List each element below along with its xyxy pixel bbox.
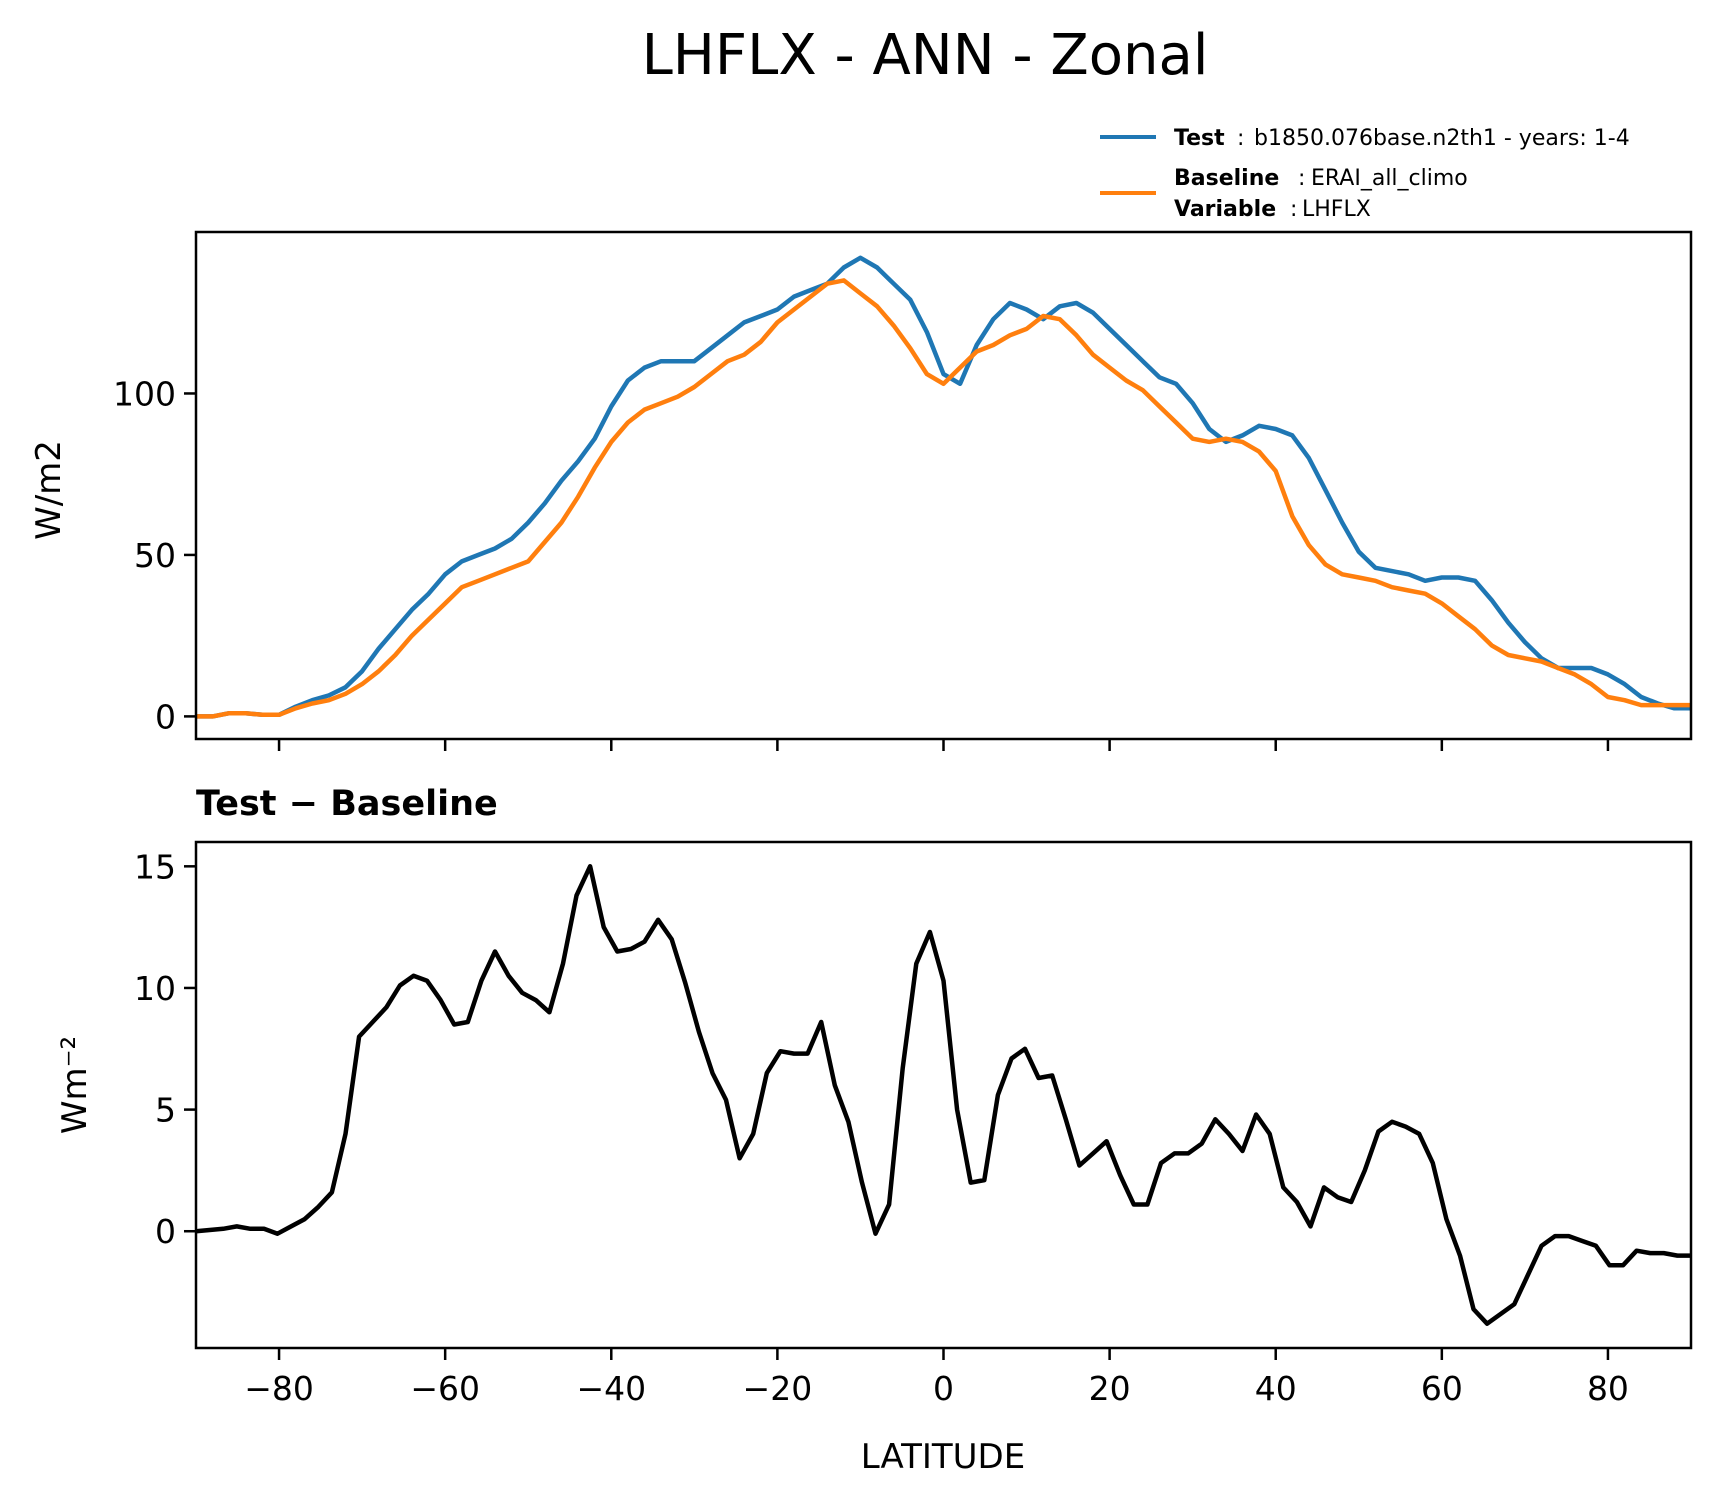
bottom-xtick-label: 60 — [1421, 1369, 1463, 1408]
legend-baseline-value: ERAI_all_climo — [1311, 166, 1468, 191]
top-series-line-test — [196, 255, 1691, 719]
bottom-xtick-label: −60 — [410, 1369, 480, 1408]
bottom-xtick-label: −20 — [743, 1369, 813, 1408]
figure-title: LHFLX - ANN - Zonal — [642, 23, 1209, 88]
top-plot-frame — [194, 230, 1693, 741]
bottom-series-line-diff — [195, 864, 1691, 1326]
legend-baseline-sep: : — [1298, 166, 1305, 191]
bottom-xtick-label: −40 — [576, 1369, 646, 1408]
legend-test-sep: : — [1237, 126, 1244, 151]
top-ylabel: W/m2 — [29, 440, 69, 540]
legend-variable-value: LHFLX — [1302, 197, 1371, 222]
legend: Test : b1850.076base.n2th1 - years: 1-4 … — [1100, 126, 1630, 222]
bottom-plot-frame — [194, 840, 1693, 1350]
bottom-panel-title: Test − Baseline — [196, 784, 498, 824]
bottom-xtick-label: 40 — [1255, 1369, 1297, 1408]
bottom-axis-ticks: −80 −60 −40 −20 0 20 40 60 80 0 5 10 15 — [134, 847, 1629, 1408]
bottom-ytick-label: 0 — [155, 1212, 176, 1251]
top-ytick-label: 50 — [134, 536, 176, 575]
difference-panel: Test − Baseline Wm⁻² −80 −60 −40 −20 0 20 40 60… — [55, 784, 1693, 1477]
bottom-xtick-label: 0 — [933, 1369, 954, 1408]
zonal-mean-panel: W/m2 0 50 100 — [29, 230, 1693, 751]
bottom-xtick-label: −80 — [244, 1369, 314, 1408]
bottom-series-lines — [195, 864, 1691, 1326]
top-series-lines — [196, 255, 1691, 719]
top-series-line-baseline — [196, 278, 1691, 719]
top-ytick-label: 100 — [113, 374, 176, 413]
legend-baseline-key: Baseline — [1174, 166, 1279, 191]
bottom-ytick-label: 15 — [134, 847, 176, 886]
bottom-ytick-label: 5 — [155, 1091, 176, 1130]
top-ytick-label: 0 — [155, 697, 176, 736]
legend-test-value: b1850.076base.n2th1 - years: 1-4 — [1254, 126, 1630, 151]
legend-variable-sep: : — [1290, 197, 1297, 222]
bottom-xtick-label: 20 — [1089, 1369, 1131, 1408]
bottom-ytick-label: 10 — [134, 969, 176, 1008]
bottom-ylabel: Wm⁻² — [55, 1036, 95, 1134]
top-axis-ticks: 0 50 100 — [113, 374, 1610, 751]
bottom-xlabel: LATITUDE — [861, 1437, 1025, 1477]
legend-variable-key: Variable — [1174, 197, 1276, 222]
legend-test-key: Test — [1174, 126, 1225, 151]
bottom-xtick-label: 80 — [1587, 1369, 1629, 1408]
